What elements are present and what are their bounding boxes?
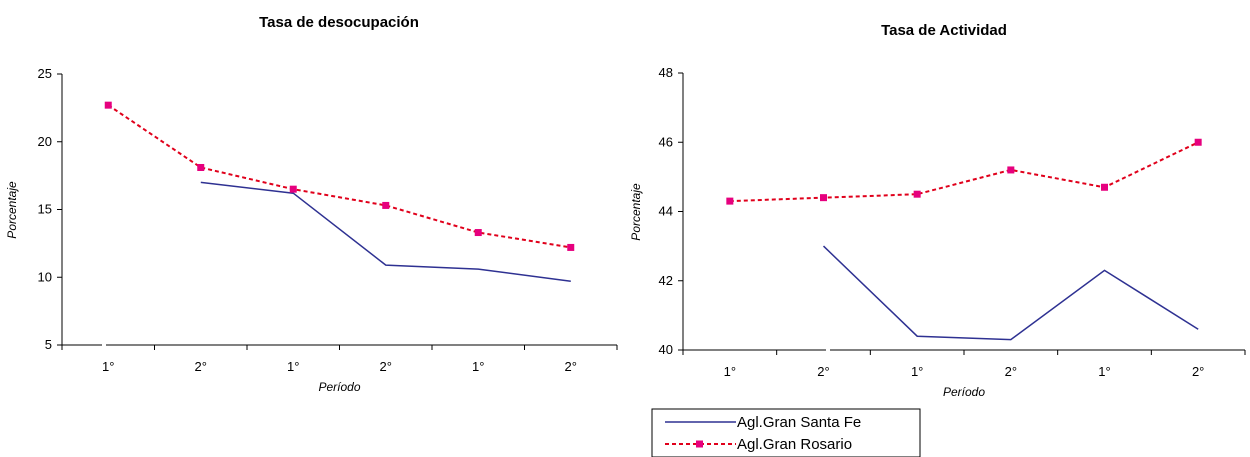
x-tick-label: 2° [380, 359, 392, 374]
series-line-1 [822, 245, 1199, 341]
y-tick-label: 10 [38, 269, 52, 284]
data-point [382, 201, 390, 209]
data-point [197, 163, 205, 171]
y-tick-label: 25 [38, 66, 52, 81]
y-tick-label: 20 [38, 134, 52, 149]
data-point [1101, 183, 1108, 191]
x-tick-label: 1° [472, 359, 484, 374]
x-tick-label: 2° [1192, 364, 1204, 379]
legend: Agl.Gran Santa Fe Agl.Gran Rosario [651, 408, 921, 457]
data-point [726, 197, 734, 205]
y-axis-label: Porcentaje [629, 183, 643, 241]
x-tick-label: 1° [287, 359, 299, 374]
y-tick-label: 48 [659, 65, 673, 80]
data-point [913, 190, 921, 198]
data-point [1194, 138, 1202, 146]
y-tick-label: 40 [659, 342, 673, 357]
x-tick-label: 2° [565, 359, 577, 374]
x-tick-label: 2° [817, 364, 829, 379]
series-line-2 [107, 104, 571, 249]
chart-2: Tasa de Actividad 40 42 44 46 48 1° 2° 1° 2° 1° 2° P… [629, 22, 1246, 399]
y-tick-label: 46 [659, 134, 673, 149]
chart-1: Tasa de desocupación 5 10 15 20 25 1° 2° 1° 2° 1° 2… [5, 14, 618, 394]
x-tick-label: 2° [195, 359, 207, 374]
series-line-2 [729, 141, 1199, 203]
x-tick-label: 1° [724, 364, 736, 379]
x-axis-label: Período [943, 385, 985, 399]
series-line-1 [200, 181, 571, 283]
y-tick-label: 5 [45, 337, 52, 352]
data-point [289, 185, 297, 193]
y-axis-label: Porcentaje [5, 181, 19, 239]
x-tick-label: 1° [102, 359, 114, 374]
x-tick-label: 1° [1098, 364, 1110, 379]
y-tick-label: 44 [659, 204, 673, 219]
x-tick-label: 2° [1005, 364, 1017, 379]
y-tick-label: 42 [659, 273, 673, 288]
data-point [104, 101, 112, 109]
legend-box [651, 408, 921, 457]
legend-marker [696, 440, 703, 448]
legend-label: Agl.Gran Santa Fe [737, 414, 861, 431]
data-point [474, 229, 482, 237]
x-axis-label: Período [318, 380, 360, 394]
chart-title: Tasa de desocupación [259, 14, 419, 31]
chart-title: Tasa de Actividad [881, 22, 1007, 39]
legend-label: Agl.Gran Rosario [737, 436, 852, 453]
data-point [820, 194, 827, 202]
data-point [567, 243, 575, 251]
y-tick-label: 15 [38, 202, 52, 217]
data-point [1007, 166, 1015, 174]
x-tick-label: 1° [911, 364, 923, 379]
